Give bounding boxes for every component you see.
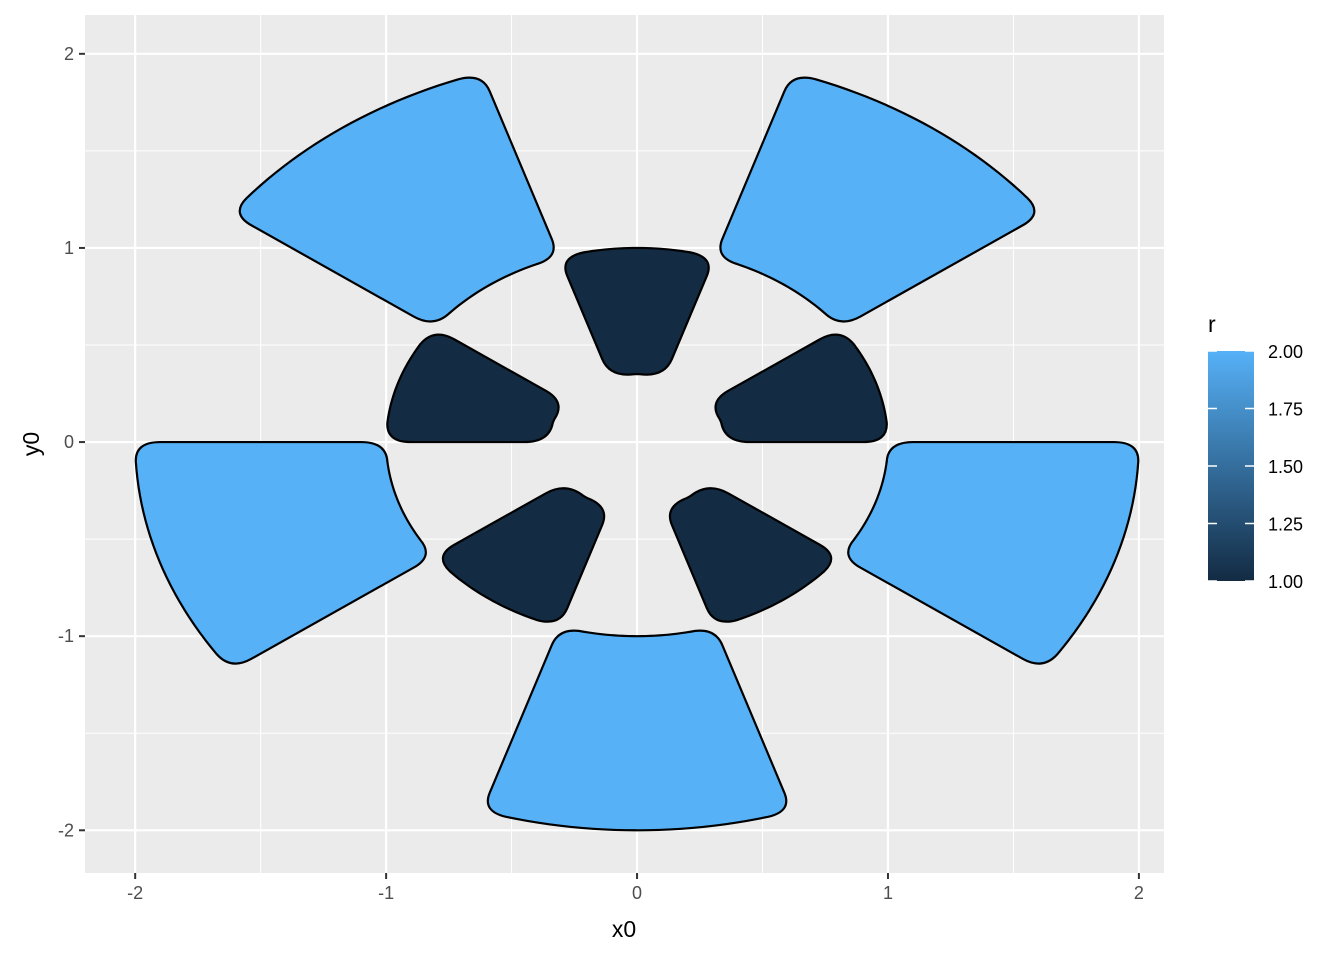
arc-segment	[441, 487, 606, 623]
arc-segment	[847, 440, 1140, 665]
legend-label: 1.25	[1268, 515, 1303, 535]
arc-segment	[238, 76, 555, 323]
y-axis: -2 -1 0 1 2	[58, 44, 85, 840]
legend-label: 2.00	[1268, 342, 1303, 362]
y-tick-label: 0	[64, 432, 74, 452]
x-tick-label: 0	[632, 883, 642, 903]
y-tick-label: 2	[64, 44, 74, 64]
y-tick-label: -1	[58, 626, 74, 646]
legend: r 2.00 1.75 1.50 1.25 1.00	[1208, 311, 1303, 592]
legend-label: 1.50	[1268, 457, 1303, 477]
arc-segment	[564, 246, 710, 376]
legend-label: 1.00	[1268, 572, 1303, 592]
arc-segment	[719, 76, 1036, 323]
arc-segment	[486, 629, 788, 832]
arc-segment	[714, 333, 888, 444]
x-tick-label: 2	[1134, 883, 1144, 903]
arc-segment	[668, 487, 833, 623]
x-tick-label: 1	[883, 883, 893, 903]
legend-ticks: 2.00 1.75 1.50 1.25 1.00	[1208, 342, 1303, 592]
y-tick-label: 1	[64, 238, 74, 258]
x-axis-title: x0	[612, 916, 636, 942]
y-axis-title: y0	[18, 432, 44, 456]
y-tick-label: -2	[58, 820, 74, 840]
x-tick-label: -2	[127, 883, 143, 903]
x-axis: -2 -1 0 1 2	[127, 873, 1144, 903]
arc-segment	[386, 333, 560, 444]
legend-label: 1.75	[1268, 400, 1303, 420]
arc-segments	[134, 76, 1140, 832]
x-tick-label: -1	[378, 883, 394, 903]
legend-title: r	[1208, 311, 1216, 337]
arc-segment	[134, 440, 427, 665]
